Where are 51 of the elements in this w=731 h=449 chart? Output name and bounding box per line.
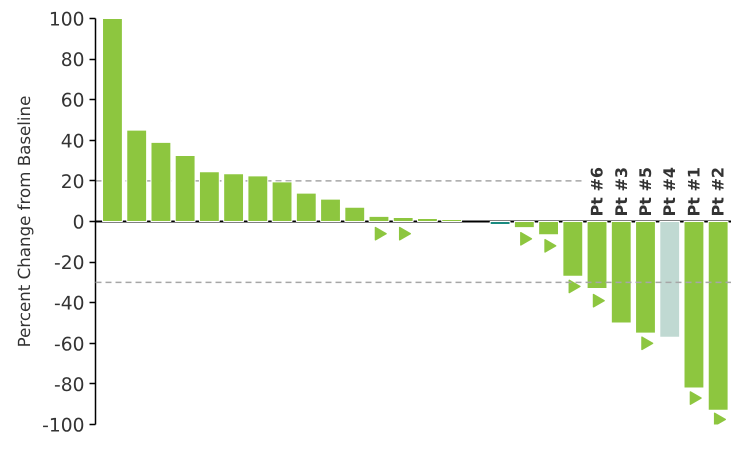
y-tick-label: -80 (54, 374, 85, 396)
bar (272, 181, 292, 222)
y-tick-label: -100 (42, 416, 85, 436)
bar (150, 142, 172, 222)
bar (368, 216, 390, 222)
bar (610, 221, 632, 324)
bar (247, 175, 268, 222)
bar (344, 206, 366, 222)
y-tick-label: -60 (54, 334, 85, 356)
x-tick-label: Pt #4 (660, 167, 680, 216)
point (398, 226, 412, 241)
point (544, 238, 557, 253)
y-tick-label: 40 (60, 131, 85, 152)
point (714, 412, 726, 424)
y-tick-label: -20 (54, 253, 85, 274)
bar (514, 221, 535, 228)
x-tick-label: Pt #6 (588, 167, 607, 216)
bar (417, 218, 438, 222)
x-tick-label: Pt #2 (708, 167, 728, 216)
bar (392, 216, 414, 222)
bar (198, 171, 220, 222)
bar (320, 198, 341, 222)
x-tick-label: Pt #5 (636, 167, 655, 216)
point (520, 232, 532, 246)
bar (659, 221, 680, 338)
bar (684, 221, 704, 388)
point (568, 279, 581, 294)
y-tick-label: 0 (72, 212, 85, 234)
x-tick-label: Pt #1 (684, 167, 704, 216)
y-tick-label: 20 (60, 172, 85, 193)
point (641, 336, 654, 350)
x-tick-label: Pt #3 (612, 167, 631, 216)
y-tick-label: -40 (54, 294, 85, 315)
bar (441, 218, 462, 222)
bar (538, 221, 560, 236)
y-tick-label: 80 (60, 50, 85, 72)
point (374, 226, 387, 241)
bar (102, 18, 123, 222)
point (592, 294, 606, 308)
bar (174, 155, 196, 222)
point (690, 391, 702, 406)
bar (635, 221, 656, 334)
bar (586, 221, 608, 289)
y-tick-label: 60 (60, 90, 85, 112)
bar (223, 173, 244, 222)
y-tick-label: 100 (48, 10, 84, 30)
bar (126, 130, 148, 222)
bar (296, 192, 317, 222)
bar (562, 221, 584, 277)
bar (490, 221, 511, 226)
y-axis-title: Percent Change from Baseline (15, 96, 34, 348)
